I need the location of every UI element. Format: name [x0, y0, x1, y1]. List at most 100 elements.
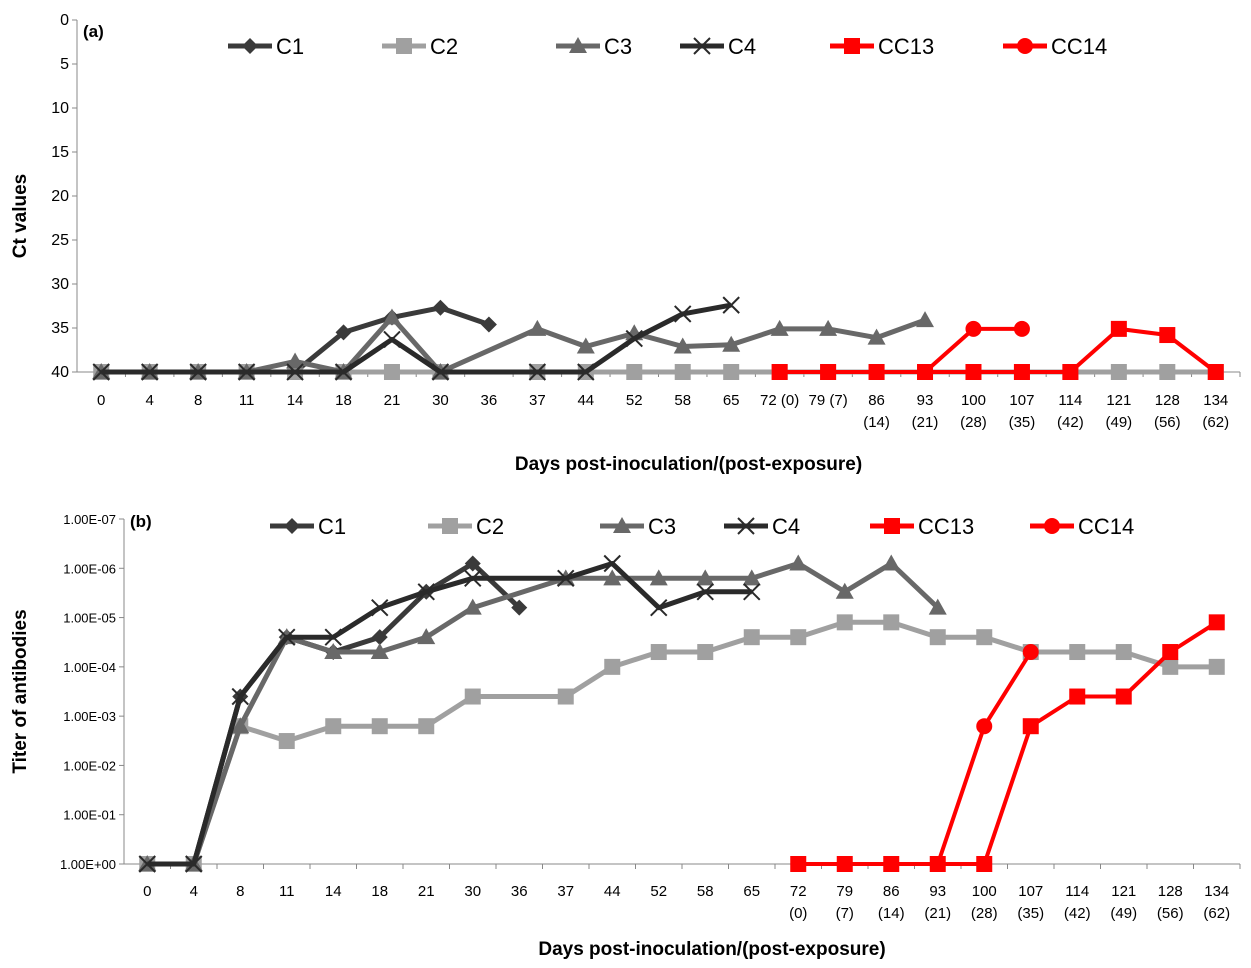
x-tick-label: 86	[868, 392, 885, 409]
data-point	[965, 364, 982, 380]
panel-a: 0 5 10 15 20 25 30 35 40 0 4 8 11 14 18 21 30 36 37 44 52 58 6…	[10, 12, 1241, 475]
x-tick-label: 134	[1203, 392, 1228, 409]
data-point	[674, 305, 692, 323]
legend-entry: CC14	[1030, 514, 1134, 539]
legend-entry: C1	[228, 34, 304, 59]
legend-marker	[396, 38, 412, 54]
data-point	[603, 554, 621, 573]
legend-label: C1	[318, 514, 346, 539]
x-tick-label: (42)	[1057, 414, 1084, 431]
data-point	[325, 718, 342, 735]
data-point	[231, 687, 249, 706]
data-point	[1022, 644, 1039, 661]
legend-entry: CC13	[870, 514, 974, 539]
data-point	[1162, 644, 1179, 661]
series-c4	[92, 296, 740, 381]
x-tick-label: 37	[529, 392, 546, 409]
legend-entry: C3	[600, 514, 676, 539]
legend-marker	[884, 518, 900, 534]
series-line	[147, 619, 1217, 867]
x-tick-label: 72	[790, 883, 807, 900]
y-tick-label: 25	[51, 232, 69, 249]
y-tick-label: 1.00E-07	[63, 512, 116, 527]
legend-marker	[737, 517, 755, 535]
legend-label: CC14	[1051, 34, 1107, 59]
x-tick-label: 18	[335, 392, 352, 409]
x-tick-label: (49)	[1106, 414, 1133, 431]
data-point	[463, 598, 482, 615]
series-line	[147, 561, 940, 867]
data-point	[418, 718, 435, 735]
y-tick-label: 1.00E-02	[63, 758, 116, 773]
data-point	[231, 717, 250, 734]
y-tick-label: 1.00E-01	[63, 808, 116, 823]
x-tick-label: 14	[325, 883, 342, 900]
series-c3	[92, 308, 935, 379]
data-point	[929, 629, 946, 646]
x-tick-label: 52	[650, 883, 667, 900]
data-point	[528, 363, 547, 381]
legend-entry: C3	[556, 34, 632, 59]
data-point	[464, 569, 482, 588]
data-point	[138, 855, 156, 873]
legend-label: C4	[728, 34, 756, 59]
x-tick-label: 121	[1106, 392, 1131, 409]
data-point	[743, 629, 760, 646]
x-tick-label: 93	[929, 883, 946, 900]
data-point	[1110, 320, 1127, 337]
x-tick-label: 0	[97, 392, 105, 409]
data-point	[882, 554, 901, 571]
data-point	[1013, 364, 1030, 380]
y-tick-label: 15	[51, 144, 69, 161]
data-point	[697, 644, 714, 661]
legend-marker	[844, 38, 860, 54]
x-tick-label: (21)	[924, 905, 951, 922]
data-point	[929, 856, 946, 872]
legend-label: C4	[772, 514, 800, 539]
data-point	[790, 856, 807, 872]
data-point	[916, 311, 935, 328]
legend-marker	[693, 37, 711, 55]
data-point	[1110, 364, 1127, 380]
series-line	[147, 561, 522, 867]
data-point	[1115, 644, 1132, 661]
data-point	[528, 319, 547, 336]
data-point	[371, 718, 388, 735]
y-axis-title: Titer of antibodies	[10, 609, 31, 773]
series-c1	[139, 555, 528, 872]
y-tick-label: 20	[51, 188, 69, 205]
series-line	[798, 620, 1218, 866]
data-point	[673, 337, 692, 354]
data-point	[649, 569, 668, 586]
x-tick-label: 11	[279, 883, 295, 900]
x-tick-label: 36	[511, 883, 528, 900]
x-tick-label: 58	[697, 883, 714, 900]
data-point	[278, 733, 295, 750]
y-tick-label: 1.00E-05	[63, 611, 116, 626]
x-tick-label: (28)	[960, 414, 987, 431]
data-point	[965, 320, 982, 337]
data-point	[1115, 688, 1132, 705]
data-point	[335, 324, 352, 341]
data-point	[771, 364, 788, 380]
legend-marker	[442, 518, 458, 534]
data-point	[417, 583, 435, 601]
data-point	[1207, 364, 1224, 380]
data-point	[1208, 658, 1225, 675]
x-tick-label: (49)	[1110, 905, 1137, 922]
data-point	[278, 628, 296, 646]
series-line	[779, 326, 1218, 374]
x-tick-label: 21	[384, 392, 401, 409]
x-tick-label: 65	[743, 883, 760, 900]
x-tick-label: (28)	[971, 905, 998, 922]
x-tick-label: 30	[432, 392, 449, 409]
legend-entry: C2	[428, 514, 504, 539]
data-point	[789, 554, 808, 571]
x-tick-label: (21)	[912, 414, 939, 431]
x-tick-label: 86	[883, 883, 900, 900]
x-tick-label: (35)	[1017, 905, 1044, 922]
legend-marker	[284, 518, 300, 534]
series-line	[101, 314, 926, 375]
y-axis-title: Ct values	[10, 174, 31, 258]
series-cc13	[790, 614, 1225, 872]
